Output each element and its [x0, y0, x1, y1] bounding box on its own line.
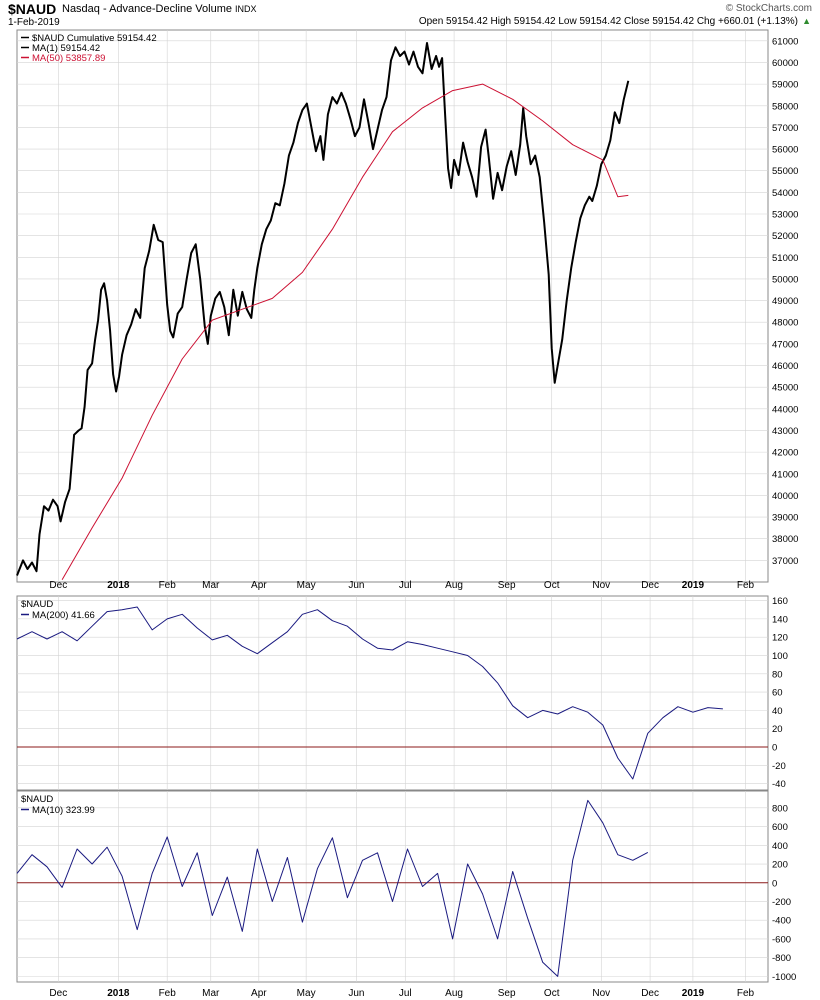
panel-frame-3 — [16, 790, 769, 983]
x-tick-label: Feb — [159, 580, 177, 591]
quote-date: 1-Feb-2019 — [8, 17, 60, 28]
y-tick-label: 39000 — [772, 513, 798, 524]
x-tick-label: Apr — [251, 988, 267, 999]
y-tick-label: -20 — [772, 761, 786, 772]
y-tick-label: 49000 — [772, 296, 798, 307]
x-tick-label: 2018 — [107, 580, 130, 591]
x-tick-label: Nov — [592, 580, 610, 591]
y-tick-label: 42000 — [772, 448, 798, 459]
chart-header: $NAUD Nasdaq - Advance-Decline Volume IN… — [0, 0, 820, 30]
y-tick-label: 0 — [772, 878, 777, 889]
series-line-ma10 — [16, 799, 649, 977]
source-credit: © StockCharts.com — [725, 3, 812, 14]
x-tick-label: Mar — [202, 988, 220, 999]
x-tick-label: Jun — [348, 988, 364, 999]
index-name: Nasdaq - Advance-Decline Volume — [62, 3, 232, 15]
y-tick-label: 37000 — [772, 556, 798, 567]
y-tick-label: 60000 — [772, 58, 798, 69]
y-tick-label: 47000 — [772, 339, 798, 350]
y-tick-label: 600 — [772, 822, 788, 833]
y-tick-label: -600 — [772, 934, 791, 945]
y-tick-label: 50000 — [772, 274, 798, 285]
series-line-ma50 — [61, 83, 629, 581]
series-line-ma200 — [16, 606, 723, 780]
x-tick-label: May — [297, 988, 316, 999]
y-tick-label: -200 — [772, 897, 791, 908]
y-tick-label: 100 — [772, 651, 788, 662]
y-tick-label: 0 — [772, 742, 777, 753]
y-tick-label: 53000 — [772, 210, 798, 221]
panel-title: $NAUD — [21, 599, 53, 610]
y-tick-label: 200 — [772, 860, 788, 871]
y-tick-label: 38000 — [772, 534, 798, 545]
y-tick-label: -800 — [772, 953, 791, 964]
legend-entry: MA(50) 53857.89 — [32, 53, 105, 64]
x-tick-label: Jul — [399, 988, 412, 999]
x-tick-label: Sep — [498, 580, 516, 591]
y-tick-label: 44000 — [772, 404, 798, 415]
x-tick-label: Apr — [251, 580, 267, 591]
x-tick-label: May — [297, 580, 316, 591]
y-tick-label: 52000 — [772, 231, 798, 242]
x-tick-label: Aug — [445, 580, 463, 591]
x-tick-label: Oct — [544, 580, 560, 591]
y-tick-label: 48000 — [772, 318, 798, 329]
y-tick-label: 61000 — [772, 36, 798, 47]
y-tick-label: 800 — [772, 803, 788, 814]
legend-entry: MA(200) 41.66 — [32, 610, 95, 621]
x-tick-label: Jun — [348, 580, 364, 591]
x-tick-label: 2019 — [682, 988, 705, 999]
y-tick-label: 51000 — [772, 253, 798, 264]
legend-entry: $NAUD Cumulative 59154.42 — [32, 33, 157, 44]
y-tick-label: -40 — [772, 779, 786, 790]
ohlc-quote: Open 59154.42 High 59154.42 Low 59154.42… — [418, 16, 798, 27]
y-tick-label: 59000 — [772, 80, 798, 91]
y-tick-label: 55000 — [772, 166, 798, 177]
x-tick-label: Feb — [159, 988, 177, 999]
panel-frame-1 — [16, 29, 769, 583]
y-tick-label: -400 — [772, 916, 791, 927]
x-tick-label: Dec — [49, 988, 67, 999]
y-tick-label: -1000 — [772, 972, 796, 983]
symbol-title: $NAUD — [8, 1, 57, 17]
x-tick-label: 2018 — [107, 988, 130, 999]
y-tick-label: 120 — [772, 633, 788, 644]
y-tick-label: 57000 — [772, 123, 798, 134]
y-tick-label: 41000 — [772, 469, 798, 480]
y-tick-label: 40 — [772, 706, 783, 717]
y-tick-label: 20 — [772, 724, 783, 735]
y-tick-label: 40000 — [772, 491, 798, 502]
up-arrow-icon: ▲ — [802, 16, 811, 26]
x-tick-label: Feb — [737, 580, 755, 591]
y-tick-label: 46000 — [772, 361, 798, 372]
y-tick-label: 140 — [772, 614, 788, 625]
x-tick-label: Oct — [544, 988, 560, 999]
legend-entry: MA(1) 59154.42 — [32, 43, 100, 54]
y-tick-label: 60 — [772, 688, 783, 699]
x-tick-label: 2019 — [682, 580, 705, 591]
x-tick-label: Dec — [641, 580, 659, 591]
y-tick-label: 58000 — [772, 101, 798, 112]
series-line-ma1 — [16, 42, 630, 576]
x-tick-label: Feb — [737, 988, 755, 999]
x-tick-label: Mar — [202, 580, 220, 591]
x-tick-label: Sep — [498, 988, 516, 999]
y-tick-label: 45000 — [772, 383, 798, 394]
panel-frame-2 — [16, 595, 769, 791]
y-tick-label: 54000 — [772, 188, 798, 199]
legend-entry: MA(10) 323.99 — [32, 805, 95, 816]
y-tick-label: 56000 — [772, 145, 798, 156]
x-tick-label: Nov — [592, 988, 610, 999]
panel-title: $NAUD — [21, 794, 53, 805]
x-tick-label: Aug — [445, 988, 463, 999]
y-tick-label: 160 — [772, 596, 788, 607]
x-tick-label: Dec — [49, 580, 67, 591]
x-tick-label: Jul — [399, 580, 412, 591]
y-tick-label: 400 — [772, 841, 788, 852]
exchange-label: INDX — [235, 4, 257, 14]
x-tick-label: Dec — [641, 988, 659, 999]
y-tick-label: 43000 — [772, 426, 798, 437]
y-tick-label: 80 — [772, 669, 783, 680]
